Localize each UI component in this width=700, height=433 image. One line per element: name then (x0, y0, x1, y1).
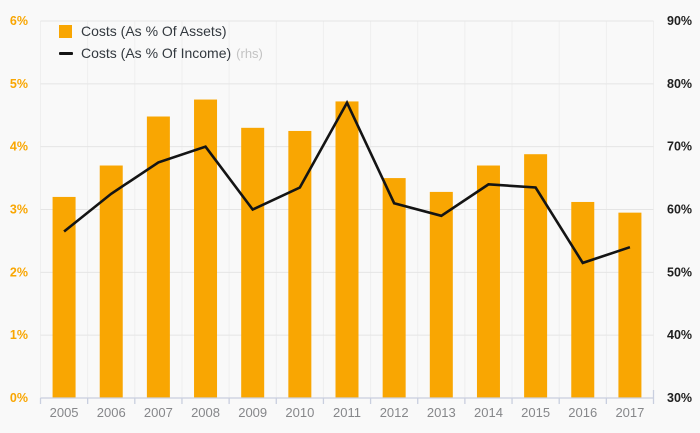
right-axis-label: 50% (667, 265, 692, 279)
bar-2011 (335, 101, 359, 398)
bar-2005 (52, 196, 76, 398)
right-axis-label: 30% (667, 391, 692, 405)
x-axis-label-2012: 2012 (380, 405, 409, 420)
right-axis-label: 80% (667, 77, 692, 91)
left-axis-label: 5% (10, 77, 28, 91)
bar-2013 (429, 191, 453, 398)
x-axis-label-2005: 2005 (50, 405, 79, 420)
x-axis-label-2015: 2015 (521, 405, 550, 420)
chart-legend: Costs (As % Of Assets) Costs (As % Of In… (59, 23, 263, 62)
right-axis-label: 90% (667, 14, 692, 28)
bar-2006 (99, 165, 123, 398)
bar-2017 (618, 212, 642, 398)
right-axis-label: 60% (667, 203, 692, 217)
bar-2016 (571, 201, 595, 398)
left-axis-label: 3% (10, 203, 28, 217)
legend-rhs-note: (rhs) (236, 46, 263, 61)
legend-label-costs-income: Costs (As % Of Income) (81, 45, 232, 61)
bar-2010 (288, 130, 312, 399)
legend-item-costs-income[interactable]: Costs (As % Of Income) (rhs) (59, 45, 263, 62)
legend-label-costs-assets: Costs (As % Of Assets) (81, 23, 227, 39)
line-series-swatch-icon (59, 52, 73, 55)
left-axis-label: 4% (10, 140, 28, 154)
left-axis-label: 6% (10, 14, 28, 28)
legend-item-costs-assets[interactable]: Costs (As % Of Assets) (59, 23, 263, 40)
right-axis-label: 40% (667, 328, 692, 342)
x-axis-label-2006: 2006 (97, 405, 126, 420)
bar-2014 (476, 165, 500, 398)
bar-2012 (382, 178, 406, 398)
left-axis-labels: 0% 1% 2% 3% 4% 5% 6% (10, 14, 28, 405)
bar-2015 (524, 154, 548, 398)
left-axis-label: 2% (10, 265, 28, 279)
x-axis-label-2016: 2016 (568, 405, 597, 420)
bar-series-swatch-icon (59, 25, 72, 38)
x-axis-label-2008: 2008 (191, 405, 220, 420)
x-axis-label-2010: 2010 (285, 405, 314, 420)
left-axis-label: 0% (10, 391, 28, 405)
line-series-costs-income (63, 99, 631, 265)
left-axis-label: 1% (10, 328, 28, 342)
bar-2008 (194, 99, 218, 399)
x-axis-label-2014: 2014 (474, 405, 503, 420)
right-axis-label: 70% (667, 140, 692, 154)
x-axis-label-2013: 2013 (427, 405, 456, 420)
x-axis (39, 390, 655, 404)
x-axis-label-2007: 2007 (144, 405, 173, 420)
x-axis-labels: 2005 2006 2007 2008 2009 2010 2011 2012 2013 2014… (50, 405, 645, 420)
x-axis-label-2009: 2009 (238, 405, 267, 420)
bar-2009 (241, 127, 265, 399)
right-axis-labels: 30% 40% 50% 60% 70% 80% 90% (667, 14, 692, 405)
x-axis-label-2017: 2017 (615, 405, 644, 420)
bars-group (52, 99, 642, 399)
x-axis-label-2011: 2011 (333, 405, 361, 420)
bar-2007 (146, 116, 170, 399)
